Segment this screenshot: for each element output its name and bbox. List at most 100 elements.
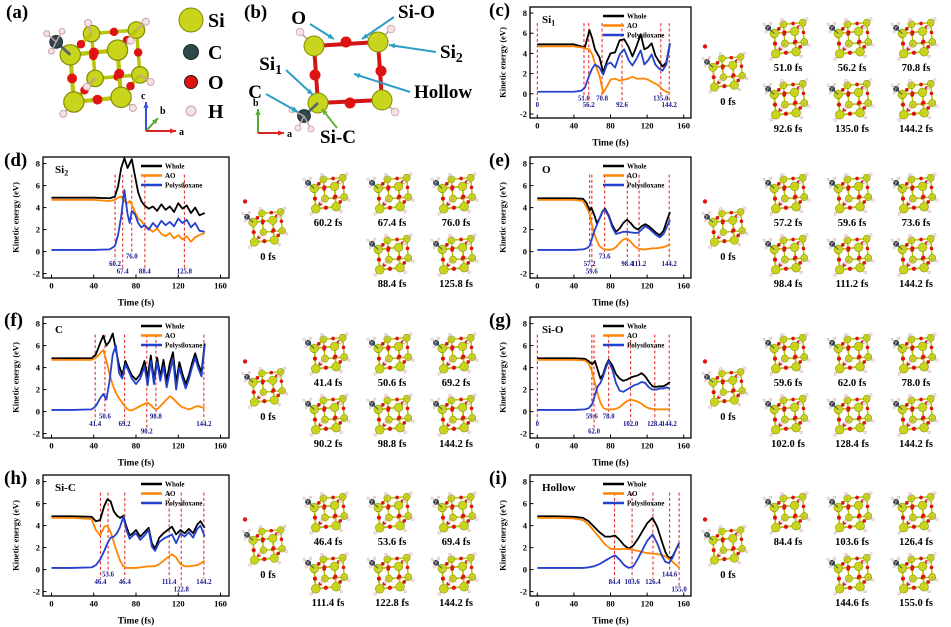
svg-text:125.8: 125.8 <box>177 269 193 276</box>
legend-atom-si: Si <box>178 7 225 33</box>
svg-text:144.2: 144.2 <box>662 421 678 428</box>
svg-text:144.2: 144.2 <box>662 261 678 268</box>
snapshot-time-label: 155.0 fs <box>899 597 933 609</box>
kinetic-energy-plot-e: 0 40 80 120 160 -2 0 2 4 6 8 Time (fs) Kinetic energ… <box>498 156 692 309</box>
snapshot-time-label: 90.2 fs <box>313 439 343 450</box>
snapshot-row: 60.2 fs 67.4 fs 76.0 fs <box>296 168 488 229</box>
molecule-cage-icon <box>826 78 875 122</box>
snapshots-g: 0 fs 59.6 fs 62.0 fs 78.0 fs 102.0 fs 128.4 f… <box>700 310 951 468</box>
molecule-cage-icon <box>762 78 811 122</box>
molecule-frame <box>302 393 351 437</box>
snapshot-144.2fs: 144.2 fs <box>884 389 948 450</box>
series-polysiloxane <box>537 43 671 93</box>
series-whole <box>537 197 671 236</box>
svg-text:59.6: 59.6 <box>586 269 598 276</box>
molecule-frame <box>366 233 415 277</box>
snapshot-time-label: 53.6 fs <box>377 536 407 548</box>
snapshot-126.4fs: 126.4 fs <box>884 487 948 548</box>
svg-text:-2: -2 <box>520 429 527 439</box>
snapshot-111.4fs: 111.4 fs <box>296 548 360 609</box>
svg-text:6: 6 <box>523 181 527 191</box>
svg-text:4: 4 <box>36 521 41 531</box>
series-ao <box>537 517 680 569</box>
svg-text:0: 0 <box>36 247 40 257</box>
series-whole <box>51 332 206 385</box>
kinetic-energy-plot-h: 0 40 80 120 160 -2 0 2 4 6 8 Time (fs) Kinetic energ… <box>11 474 230 627</box>
molecule-frame <box>762 332 811 376</box>
svg-text:C: C <box>248 82 262 103</box>
snapshot-grid: 51.0 fs 56.2 fs 70.8 fs 92.6 fs 135.0 fs 144.… <box>756 13 951 135</box>
molecule-cage-icon <box>241 358 289 409</box>
molecule-cage-icon <box>890 332 939 376</box>
molecule-cage-icon <box>826 172 875 216</box>
svg-text:120: 120 <box>641 441 654 451</box>
svg-text:0: 0 <box>535 281 539 291</box>
molecule-frame <box>890 233 939 277</box>
legend-atom-o: O <box>184 72 224 94</box>
series-polysiloxane <box>537 533 680 569</box>
molecule-cage-icon <box>701 358 749 409</box>
svg-text:135.0: 135.0 <box>653 95 669 102</box>
svg-text:6: 6 <box>36 499 40 509</box>
molecule-cage-icon <box>701 43 749 94</box>
svg-text:Time (fs): Time (fs) <box>118 616 155 627</box>
molecule-cage-icon <box>890 233 939 277</box>
kinetic-energy-plot-g: 0 40 80 120 160 -2 0 2 4 6 8 Time (fs) Kinetic energ… <box>498 316 692 469</box>
snapshot-time-label: 111.4 fs <box>311 597 345 609</box>
panel-label-e: (e) <box>489 150 511 171</box>
snapshot-time-label: 59.6 fs <box>773 378 803 389</box>
svg-text:Time (fs): Time (fs) <box>592 458 629 469</box>
svg-text:4: 4 <box>523 521 528 531</box>
snapshot-62.0fs: 62.0 fs <box>820 328 884 389</box>
molecule-frame <box>826 172 875 216</box>
molecule-frame <box>366 551 415 596</box>
panel-label-d: (d) <box>4 150 28 171</box>
panel-label-b: (b) <box>244 2 268 23</box>
snapshot-56.2fs: 56.2 fs <box>820 13 884 74</box>
snapshot-row: 57.2 fs 59.6 fs 73.6 fs <box>756 168 951 229</box>
molecule-cage-icon <box>366 551 415 596</box>
svg-text:102.0: 102.0 <box>623 421 639 428</box>
snapshot-102.0fs: 102.0 fs <box>756 389 820 450</box>
molecule-cage-icon <box>430 332 479 376</box>
molecule-cage-icon <box>826 393 875 437</box>
molecule-0fs <box>701 517 749 567</box>
molecule-cage-icon <box>762 332 811 376</box>
svg-text:Whole: Whole <box>627 323 646 331</box>
panel-label-a: (a) <box>6 2 29 23</box>
svg-text:Polysiloxane: Polysiloxane <box>627 342 664 350</box>
molecule-cage-icon <box>890 490 939 535</box>
snapshots-h: 0 fs 46.4 fs 53.6 fs 69.4 fs 111.4 fs 122.8 f… <box>240 468 488 627</box>
svg-text:Whole: Whole <box>627 13 646 21</box>
molecule-frame <box>366 172 415 216</box>
svg-text:Polysiloxane: Polysiloxane <box>627 32 664 40</box>
snapshot-time-label: 60.2 fs <box>313 218 343 229</box>
svg-text:Whole: Whole <box>165 163 184 171</box>
svg-text:Kinetic energy (eV): Kinetic energy (eV) <box>11 342 21 413</box>
svg-text:2: 2 <box>523 385 527 395</box>
svg-text:O: O <box>291 8 306 29</box>
svg-text:Whole: Whole <box>165 323 184 331</box>
svg-text:40: 40 <box>570 121 579 131</box>
svg-text:-2: -2 <box>33 429 40 439</box>
molecule-cage-icon <box>366 233 415 277</box>
molecule-cage-icon <box>302 393 351 437</box>
kinetic-energy-plot-c: 0 40 80 120 160 -2 0 2 4 6 8 Time (fs) Kinetic energ… <box>498 6 692 149</box>
svg-text:111.2: 111.2 <box>632 261 647 268</box>
svg-text:6: 6 <box>523 499 527 509</box>
series-ao <box>51 349 205 412</box>
snapshot-time-label: 144.2 fs <box>439 597 473 609</box>
snapshot-time-label: 144.6 fs <box>835 597 869 609</box>
chart-c: 0 40 80 120 160 -2 0 2 4 6 8 Time (fs) Kinetic energ… <box>497 2 697 149</box>
snapshot-time-label: 62.0 fs <box>837 378 867 389</box>
svg-text:111.4: 111.4 <box>162 579 177 586</box>
series-whole <box>51 157 206 217</box>
svg-text:Hollow: Hollow <box>542 482 576 494</box>
svg-text:Kinetic energy (eV): Kinetic energy (eV) <box>498 27 508 98</box>
snapshot-0fs: 0 fs <box>240 356 296 423</box>
svg-text:0: 0 <box>49 441 53 451</box>
molecule-cage-icon <box>241 517 289 567</box>
series-polysiloxane <box>51 344 206 411</box>
snapshot-time-label: 59.6 fs <box>837 218 867 229</box>
